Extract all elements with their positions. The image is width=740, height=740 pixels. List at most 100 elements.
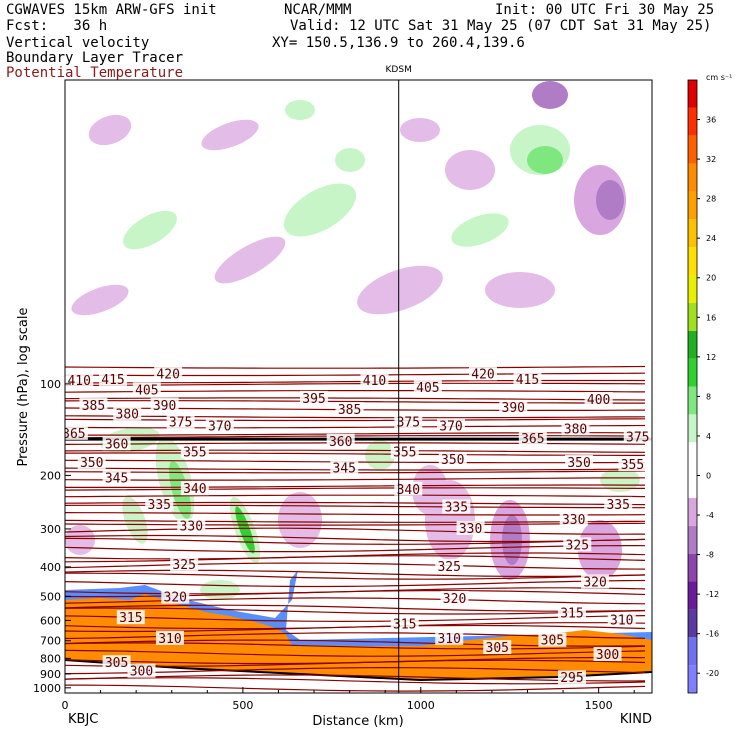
x-axis-start-station: KBJC [68, 712, 98, 727]
w-shading-cell [451, 213, 509, 247]
colorbar-swatch [688, 386, 697, 415]
w-shading-cell [600, 468, 640, 492]
theta-contour-label: 300 [596, 648, 619, 663]
w-shading-cell [88, 114, 132, 146]
colorbar-swatch [688, 497, 697, 526]
theta-label-bg [607, 612, 636, 627]
theta-contour-label: 380 [116, 407, 139, 422]
colorbar-swatch [688, 609, 697, 638]
theta-label-bg [99, 371, 128, 386]
theta-contour-line [65, 511, 646, 516]
w-shading-cell [123, 210, 177, 250]
w-shading-cell [400, 118, 440, 142]
theta-contour-line [65, 674, 646, 682]
theta-contour-line [65, 569, 646, 578]
theta-label-bg [456, 520, 485, 535]
w-shading-cell [445, 150, 495, 190]
theta-contour-label: 305 [541, 634, 564, 649]
theta-contour-label: 315 [393, 618, 416, 633]
theta-label-bg [557, 605, 586, 620]
colorbar-tick-label: -4 [706, 511, 714, 520]
theta-label-bg [565, 454, 594, 469]
colorbar-tick-label: 36 [706, 116, 716, 125]
theta-contour-label: 370 [208, 419, 231, 434]
colorbar-tick-label: 24 [706, 234, 716, 243]
colorbar-tick-label: 4 [706, 432, 711, 441]
theta-contour-label: 310 [437, 632, 460, 647]
theta-label-bg [390, 616, 419, 631]
forecast-hour: Fcst: 36 h [6, 18, 108, 34]
theta-contour-line [65, 522, 646, 526]
colorbar-swatch [688, 470, 697, 498]
theta-contour-label: 315 [560, 607, 583, 622]
theta-contour-label: 330 [562, 513, 585, 528]
theta-contour-line [65, 452, 645, 456]
theta-label-bg [499, 399, 528, 414]
w-shading-cell [71, 284, 129, 316]
theta-contour-label: 415 [516, 373, 539, 388]
colorbar-tick-label: -16 [706, 630, 719, 639]
theta-label-bg [65, 373, 94, 388]
colorbar: 36 32 28 24 20 16 12 8 4 0 -4 -8 -12 -16 -20 [687, 79, 719, 694]
w-shading-cell [532, 81, 568, 109]
colorbar-swatch [688, 135, 697, 164]
theta-contour-label: 415 [101, 373, 124, 388]
theta-label-bg [102, 436, 131, 451]
theta-label-bg [442, 499, 471, 514]
theta-contour-label: 305 [486, 641, 509, 656]
colorbar-swatch [688, 414, 697, 443]
colorbar-tick-label: 28 [706, 195, 716, 204]
theta-label-bg [155, 630, 184, 645]
colorbar-swatch [688, 553, 697, 582]
theta-contour-label: 405 [135, 383, 158, 398]
theta-contour-label: 375 [169, 416, 192, 431]
theta-contour-label: 385 [338, 403, 361, 418]
theta-label-bg [77, 454, 106, 469]
theta-label-bg [563, 537, 592, 552]
theta-contour-line [65, 494, 646, 498]
theta-label-bg [618, 457, 647, 472]
theta-contour-line [65, 418, 646, 422]
theta-label-bg [65, 425, 88, 440]
theta-contour-line [65, 390, 646, 393]
w-shading-cell [357, 265, 443, 315]
vertical-velocity-shading [65, 81, 640, 600]
w-shading-cell [214, 236, 286, 284]
colorbar-tick-label: -20 [706, 669, 719, 678]
colorbar-swatch [688, 80, 697, 108]
theta-contour-label: 420 [156, 367, 179, 382]
theta-label-bg [79, 397, 108, 412]
theta-label-bg [413, 379, 442, 394]
theta-contour-line [65, 604, 646, 612]
y-axis-label: Pressure (hPa), log scale [16, 308, 31, 467]
theta-contour-label: 375 [397, 416, 420, 431]
x-tick-label: 1500 [585, 699, 613, 712]
theta-label-bg [170, 557, 199, 572]
theta-contour-line [65, 519, 646, 523]
field-vertical-velocity: Vertical velocity [6, 35, 150, 51]
theta-label-bg [145, 496, 174, 511]
theta-contour-line [65, 649, 646, 657]
theta-label-bg [330, 460, 359, 475]
colorbar-unit: cm s⁻¹ [706, 73, 732, 82]
colorbar-frame [687, 79, 698, 694]
y-tick-label: 300 [40, 523, 61, 536]
theta-label-bg [435, 630, 464, 645]
theta-contour-label: 410 [363, 374, 386, 389]
theta-contour-label: 390 [502, 401, 525, 416]
theta-label-bg [326, 433, 355, 448]
y-tick-label: 500 [40, 590, 61, 603]
w-shading-cell [527, 146, 563, 174]
w-shading-cell [200, 580, 240, 600]
colorbar-swatch [688, 637, 697, 666]
theta-contour-label: 365 [521, 432, 544, 447]
x-tick-label: 500 [232, 699, 253, 712]
theta-label-bg [335, 402, 364, 417]
theta-contour-label: 345 [333, 462, 356, 477]
theta-contour-label: 335 [148, 498, 171, 513]
theta-label-bg [360, 373, 389, 388]
theta-contour-line [65, 484, 645, 488]
theta-contour-label: 405 [416, 381, 439, 396]
theta-contour-label: 370 [439, 419, 462, 434]
